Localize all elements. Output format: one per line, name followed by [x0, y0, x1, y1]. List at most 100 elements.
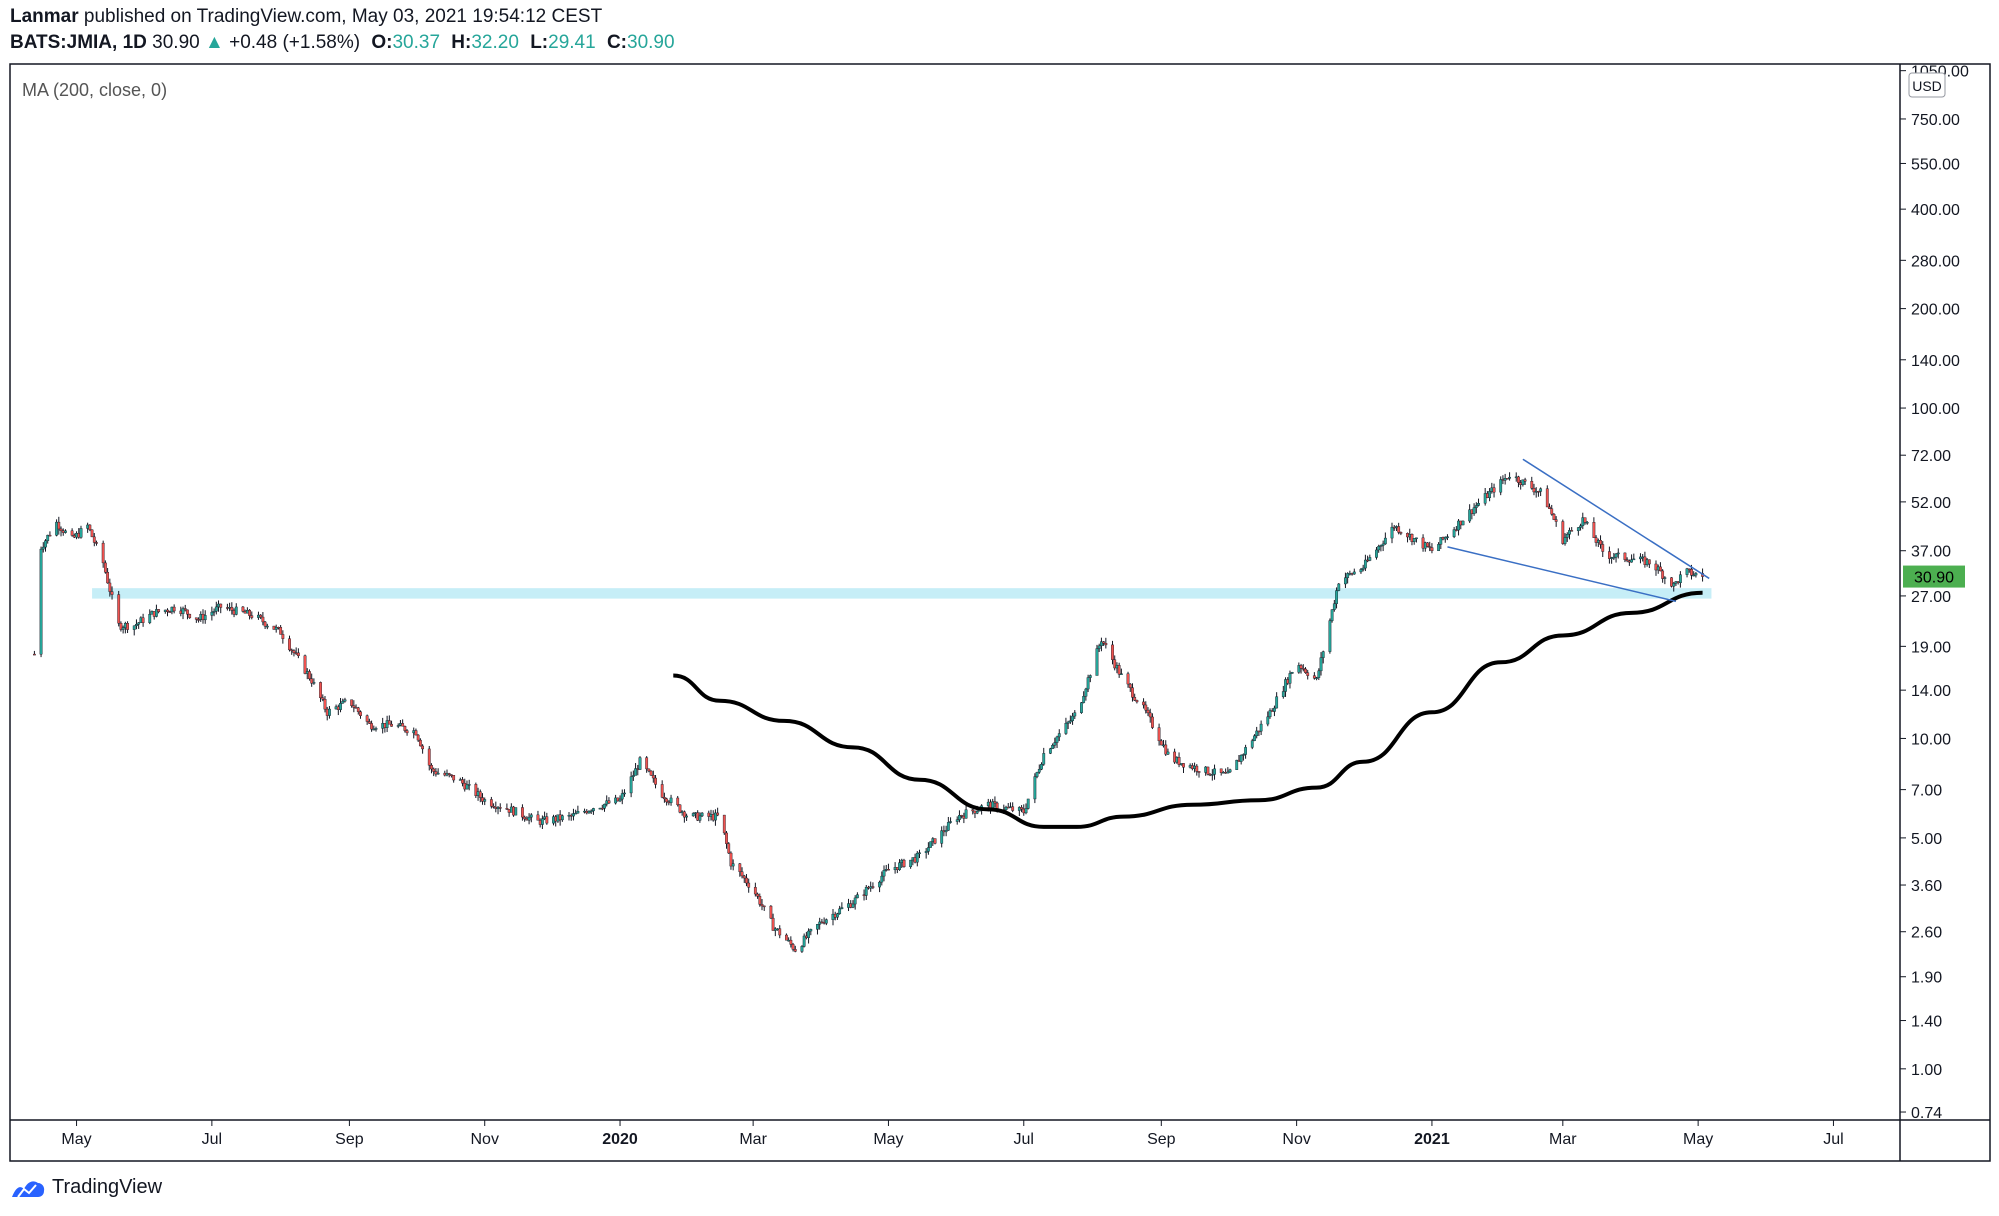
candle [259, 614, 263, 620]
wedge-lower-trendline[interactable] [1447, 546, 1677, 603]
candle [778, 925, 782, 939]
candle [308, 669, 311, 681]
candle [274, 624, 278, 633]
candle [1579, 523, 1582, 531]
wedge-upper-trendline[interactable] [1522, 458, 1710, 580]
candle [669, 794, 673, 806]
candle [660, 780, 664, 799]
candle [887, 863, 890, 871]
candle [1601, 541, 1605, 558]
candle [1428, 541, 1432, 552]
candle [958, 810, 961, 823]
candle [48, 531, 52, 537]
candle [1552, 513, 1556, 521]
candle [467, 779, 471, 791]
candle [1219, 768, 1223, 776]
candle [1284, 677, 1287, 697]
candle [210, 606, 214, 621]
candle [623, 789, 626, 797]
candle [685, 813, 688, 821]
candle [1128, 683, 1132, 692]
candle [79, 525, 83, 539]
candle [1071, 712, 1074, 725]
candle [855, 892, 859, 899]
candle [1195, 764, 1199, 776]
candle [1550, 504, 1554, 516]
candle [1228, 768, 1232, 773]
candle [1437, 542, 1440, 552]
candle [1461, 520, 1465, 526]
high-value: 32.20 [471, 32, 519, 53]
candle [840, 902, 844, 910]
candle [1545, 485, 1549, 508]
candle [483, 797, 487, 806]
candle [1026, 798, 1030, 810]
candle [1151, 713, 1154, 730]
candle [574, 809, 578, 815]
candle [1521, 479, 1525, 487]
price-tick-label: 19.00 [1911, 639, 1951, 656]
candle [1568, 527, 1571, 540]
candle [1663, 576, 1667, 585]
candle [1281, 685, 1285, 699]
candle [319, 681, 322, 702]
candle [540, 815, 544, 830]
candle [181, 606, 185, 620]
candle [1488, 488, 1492, 502]
close-value: 30.90 [627, 32, 675, 53]
candle [789, 936, 793, 948]
candle [387, 715, 391, 725]
candle [738, 862, 742, 877]
price-axis[interactable]: 1050.00750.00550.00400.00280.00200.00140… [1900, 64, 1969, 1122]
published-text: published on TradingView.com, May 03, 20… [83, 6, 603, 27]
candle [576, 805, 580, 814]
candle [1694, 571, 1698, 578]
time-tick-label: Mar [739, 1131, 767, 1148]
candle [1330, 609, 1334, 623]
candle [1095, 644, 1099, 676]
candle [1377, 544, 1381, 553]
candle [155, 604, 158, 618]
candle [607, 797, 611, 804]
candle [756, 892, 759, 899]
price-tick-label: 2.60 [1911, 925, 1942, 942]
candle [1672, 581, 1676, 592]
candle [1213, 764, 1216, 780]
symbol-name[interactable]: BATS:JMIA, 1D [10, 32, 147, 53]
candle [1532, 483, 1536, 496]
candle [374, 726, 378, 732]
ma200-line[interactable] [673, 590, 1703, 829]
low-label: L: [530, 32, 549, 53]
candle [188, 613, 192, 619]
candle [1306, 669, 1310, 680]
chart-frame [9, 63, 1991, 1162]
candle [1250, 738, 1254, 750]
candle [915, 851, 919, 867]
candle [194, 617, 198, 623]
candle [1086, 674, 1090, 693]
candle [1235, 759, 1239, 770]
candle [1576, 527, 1580, 536]
tradingview-brand[interactable]: TradingView [10, 1176, 162, 1199]
candle [1317, 668, 1321, 680]
candle [1051, 743, 1055, 750]
candle [800, 945, 804, 953]
time-axis[interactable]: May Jul Sep Nov 2020 Mar May Jul Sep Nov 2021 Mar Ma… [61, 1120, 1844, 1148]
candle [725, 831, 728, 849]
support-zone-band[interactable] [92, 588, 1712, 599]
candle [372, 725, 376, 731]
candle [802, 933, 806, 948]
candle [1024, 803, 1028, 815]
currency-box[interactable] [1908, 72, 1946, 98]
candle [46, 534, 50, 544]
candle [1266, 711, 1270, 727]
time-tick-label: Nov [1282, 1131, 1310, 1148]
candle [634, 763, 637, 776]
up-triangle-icon: ▲ [205, 32, 224, 53]
candle [1499, 476, 1503, 496]
candle [1111, 640, 1114, 665]
last-price: 30.90 [152, 32, 200, 53]
price-tick-label: 1.90 [1911, 970, 1942, 987]
candle [853, 895, 857, 910]
